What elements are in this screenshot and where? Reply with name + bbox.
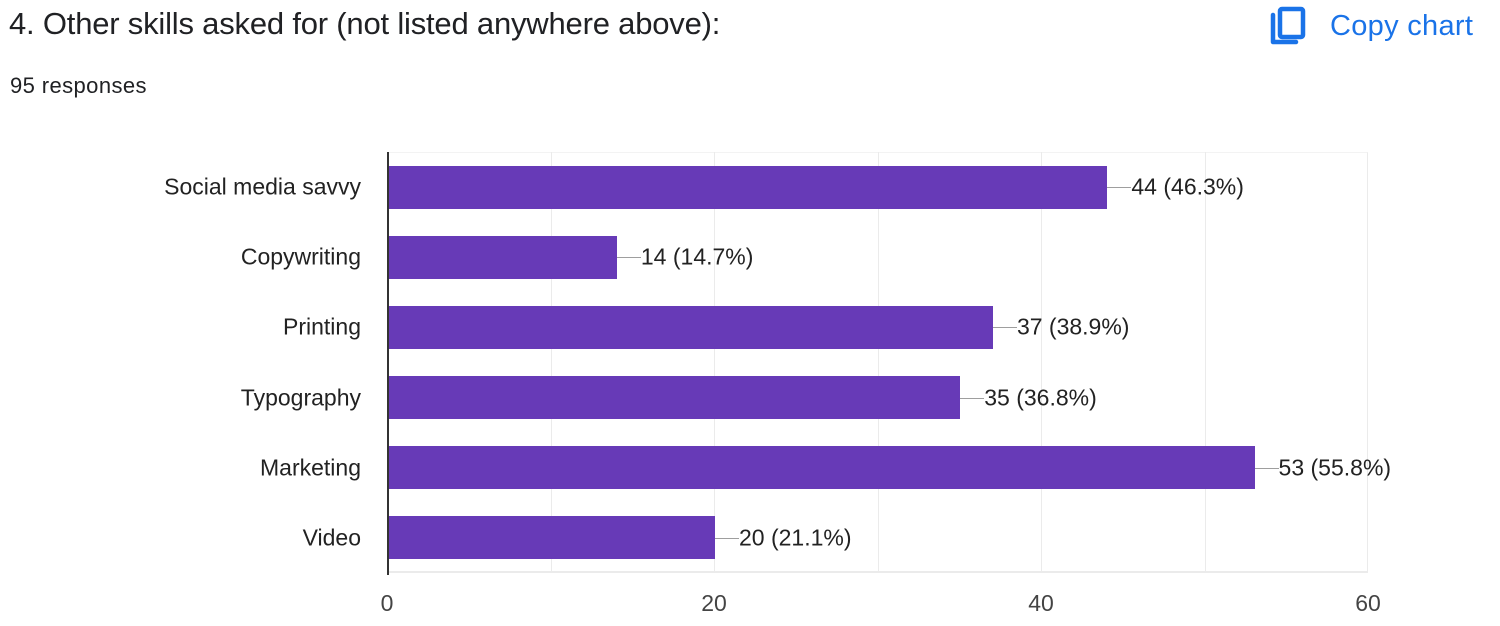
x-tick-label: 20 <box>701 590 727 616</box>
gridline <box>1204 152 1206 573</box>
gridline <box>877 152 879 573</box>
chart-title: 4. Other skills asked for (not listed an… <box>9 6 721 41</box>
data-label: 35 (36.8%) <box>984 384 1097 411</box>
leader-line <box>1107 187 1132 189</box>
x-tick-label: 0 <box>380 590 394 616</box>
leader-line <box>715 537 739 539</box>
category-label: Typography <box>240 384 361 411</box>
data-label: 20 (21.1%) <box>739 524 852 551</box>
gridline <box>1041 152 1042 573</box>
category-label: Social media savvy <box>164 173 361 200</box>
x-tick-label: 60 <box>1355 590 1381 616</box>
gridline <box>714 152 715 573</box>
category-label: Printing <box>283 313 361 340</box>
leader-line <box>1254 467 1279 469</box>
bar-marketing[interactable] <box>388 446 1255 490</box>
category-label: Marketing <box>260 454 361 481</box>
leader-line <box>992 327 1017 329</box>
bar-typography[interactable] <box>388 376 961 420</box>
leader-line <box>960 397 985 399</box>
data-label: 44 (46.3%) <box>1131 173 1244 200</box>
data-label: 14 (14.7%) <box>640 243 754 270</box>
copy-icon <box>1270 6 1306 45</box>
y-axis-line <box>387 152 389 575</box>
bar-video[interactable] <box>388 516 715 560</box>
category-label: Copywriting <box>240 243 361 270</box>
x-tick-label: 40 <box>1028 590 1054 616</box>
leader-line <box>616 257 641 259</box>
data-label: 37 (38.9%) <box>1016 313 1130 340</box>
data-label: 53 (55.8%) <box>1278 454 1392 481</box>
copy-chart-button[interactable]: Copy chart <box>1268 4 1473 48</box>
bar-social-media-savvy[interactable] <box>388 165 1108 209</box>
response-count: 95 responses <box>10 73 147 98</box>
gridline <box>550 152 552 573</box>
category-label: Video <box>302 524 361 551</box>
bar-printing[interactable] <box>388 305 993 349</box>
bar-copywriting[interactable] <box>388 235 617 279</box>
copy-chart-label: Copy chart <box>1330 9 1474 42</box>
